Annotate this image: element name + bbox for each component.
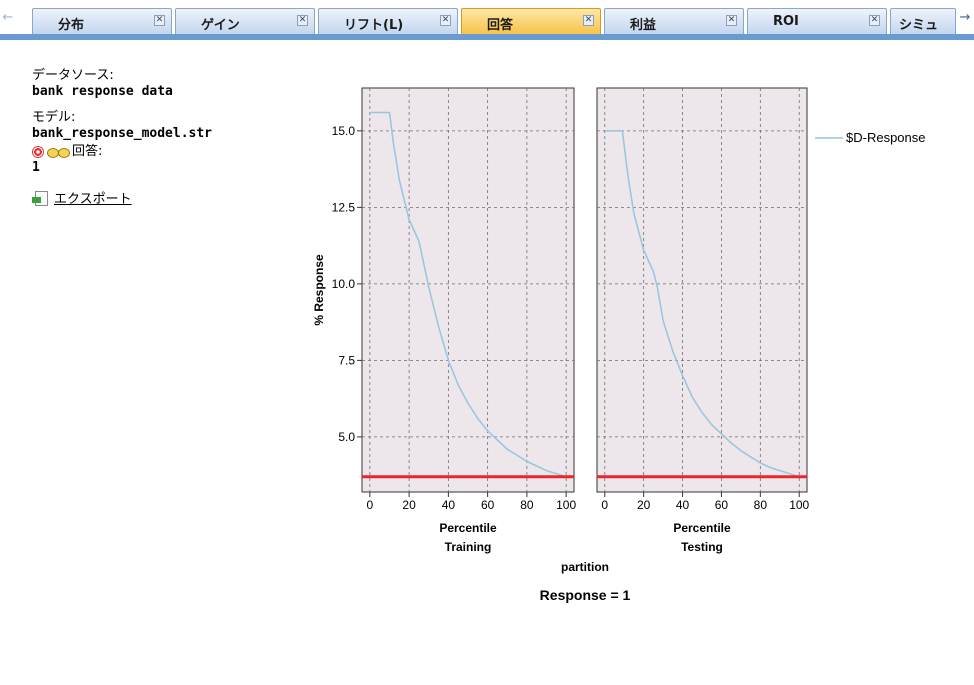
export-link[interactable]: エクスポート bbox=[54, 192, 132, 207]
x-tick-label: 80 bbox=[520, 498, 534, 512]
facet-axis-title: partition bbox=[561, 560, 609, 574]
target-value: 1 bbox=[32, 160, 40, 175]
x-axis-title-training: Percentile bbox=[439, 521, 497, 535]
x-tick-label: 20 bbox=[637, 498, 651, 512]
info-panel: データソース: bank response data モデル: bank_res… bbox=[32, 68, 292, 207]
export-icon[interactable] bbox=[32, 190, 48, 206]
tab-label: 回答 bbox=[487, 18, 514, 33]
x-tick-label: 0 bbox=[367, 498, 374, 512]
model-value: bank_response_model.str bbox=[32, 126, 213, 141]
close-icon[interactable]: ✕ bbox=[583, 15, 594, 26]
x-tick-label: 60 bbox=[481, 498, 495, 512]
close-icon[interactable]: ✕ bbox=[297, 15, 308, 26]
panel-training: 0 20 40 60 80 100 bbox=[361, 87, 576, 512]
y-tick-label: 7.5 bbox=[338, 353, 355, 367]
tab-profit[interactable]: 利益 ✕ bbox=[604, 8, 744, 34]
data-source-label: データソース: bbox=[32, 68, 114, 83]
panel-background bbox=[361, 87, 575, 493]
series-line-training bbox=[369, 111, 567, 478]
export-row: エクスポート bbox=[32, 188, 292, 207]
tab-label: ゲイン bbox=[201, 18, 240, 33]
facet-label-training: Training bbox=[445, 540, 492, 554]
panel-testing: 0 20 40 60 80 100 bbox=[596, 87, 810, 512]
tab-label: 分布 bbox=[58, 18, 85, 33]
x-tick-label: 100 bbox=[556, 498, 576, 512]
y-tick-label: 15.0 bbox=[332, 124, 356, 138]
tab-scroll-right-button[interactable]: → bbox=[959, 10, 971, 25]
close-icon[interactable]: ✕ bbox=[440, 15, 451, 26]
x-tick-label: 60 bbox=[715, 498, 729, 512]
y-tick-label: 12.5 bbox=[332, 200, 356, 214]
tab-label: ROI bbox=[773, 14, 799, 29]
close-icon[interactable]: ✕ bbox=[726, 15, 737, 26]
tab-label: シミュ bbox=[899, 18, 939, 33]
y-axis-title: % Response bbox=[312, 254, 326, 326]
legend-label: $D-Response bbox=[846, 130, 926, 145]
y-tick-label: 5.0 bbox=[338, 430, 355, 444]
close-icon[interactable]: ✕ bbox=[154, 15, 165, 26]
x-tick-label: 100 bbox=[789, 498, 809, 512]
tab-bar-rail bbox=[0, 34, 974, 40]
panel-background bbox=[596, 87, 808, 493]
tab-distribution[interactable]: 分布 ✕ bbox=[32, 8, 172, 34]
tab-gain[interactable]: ゲイン ✕ bbox=[175, 8, 315, 34]
target-icon bbox=[32, 146, 44, 158]
tab-response[interactable]: 回答 ✕ bbox=[461, 8, 601, 34]
series-line-testing bbox=[604, 130, 800, 478]
tab-scroll-left-button[interactable]: ← bbox=[2, 10, 14, 25]
tab-bar: ← 分布 ✕ ゲイン ✕ リフト(L) ✕ 回答 ✕ 利益 ✕ ROI ✕ シミ… bbox=[0, 0, 974, 40]
data-source-value: bank response data bbox=[32, 84, 173, 99]
x-tick-label: 0 bbox=[601, 498, 608, 512]
target-row: 回答: bbox=[32, 144, 292, 160]
facet-label-testing: Testing bbox=[681, 540, 723, 554]
tab-simulation[interactable]: シミュ bbox=[890, 8, 956, 34]
x-tick-label: 20 bbox=[402, 498, 416, 512]
link-icon bbox=[46, 147, 72, 158]
y-axis: 5.0 7.5 10.0 12.5 15.0 bbox=[332, 124, 362, 444]
tab-lift[interactable]: リフト(L) ✕ bbox=[318, 8, 458, 34]
tab-label: 利益 bbox=[630, 18, 657, 33]
target-label: 回答: bbox=[72, 144, 103, 159]
x-tick-label: 40 bbox=[676, 498, 690, 512]
tab-roi[interactable]: ROI ✕ bbox=[747, 8, 887, 34]
x-tick-label: 40 bbox=[442, 498, 456, 512]
x-axis-title-testing: Percentile bbox=[673, 521, 731, 535]
y-tick-label: 10.0 bbox=[332, 277, 356, 291]
chart-title: Response = 1 bbox=[540, 587, 631, 603]
tab-label: リフト(L) bbox=[344, 18, 404, 33]
x-tick-label: 80 bbox=[754, 498, 768, 512]
model-label: モデル: bbox=[32, 110, 76, 125]
close-icon[interactable]: ✕ bbox=[869, 15, 880, 26]
